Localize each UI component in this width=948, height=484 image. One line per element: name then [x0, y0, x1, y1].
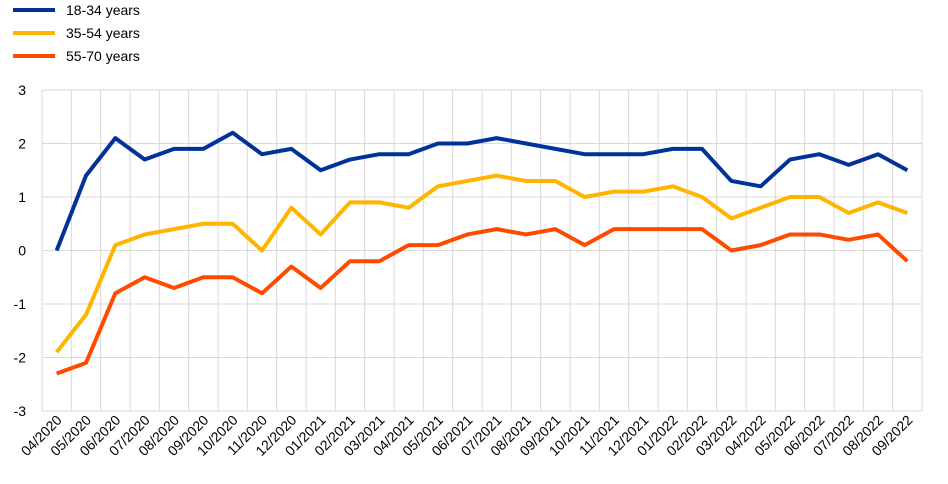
x-axis-tick-labels: 04/202005/202006/202007/202008/202009/20…: [18, 412, 916, 459]
y-tick-label: 2: [18, 136, 26, 152]
series-line-1: [54, 130, 909, 252]
grid-lines: [41, 89, 923, 412]
legend: 18-34 years 35-54 years 55-70 years: [13, 2, 140, 64]
legend-label-1: 18-34 years: [66, 2, 140, 18]
y-tick-label: -3: [14, 403, 27, 419]
y-tick-label: -2: [14, 350, 27, 366]
legend-label-3: 55-70 years: [66, 48, 140, 64]
y-tick-label: 3: [18, 82, 26, 98]
y-tick-label: 1: [18, 189, 26, 205]
series-line-3: [55, 227, 909, 376]
y-tick-label: -1: [14, 296, 27, 312]
series-line-2: [55, 173, 909, 354]
series-lines: [54, 130, 909, 376]
y-tick-label: 0: [18, 243, 26, 259]
legend-label-2: 35-54 years: [66, 25, 140, 41]
y-axis-tick-labels: -3 -2 -1 0 1 2 3: [14, 82, 27, 419]
